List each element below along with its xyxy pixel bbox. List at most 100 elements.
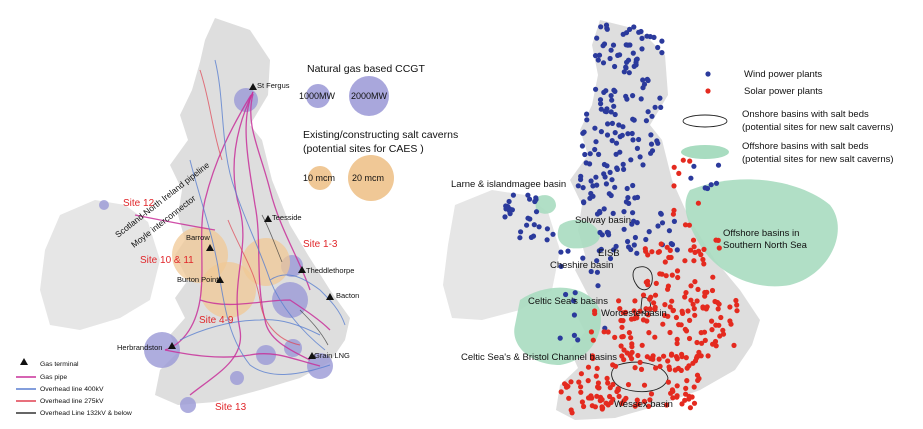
wind-plant-marker [612, 130, 618, 136]
gas-terminal-marker [308, 352, 316, 359]
salt-cavern-legend: Existing/constructing salt caverns (pote… [303, 129, 458, 201]
wind-plant-marker [634, 250, 640, 256]
legend-gas-terminal-marker [20, 358, 28, 365]
label-cheshire-basin: Cheshire basin [550, 260, 613, 271]
overhead-400kv-network [179, 59, 346, 375]
solar-plant-marker [715, 306, 721, 312]
solar-plant-marker [593, 373, 599, 379]
wind-plant-marker [571, 312, 578, 318]
wind-plant-marker [578, 173, 584, 179]
solar-plant-marker [678, 367, 684, 373]
solar-plant-marker [683, 385, 689, 391]
solar-plant-marker [688, 297, 694, 303]
cavern-legend-title-1: Existing/constructing salt caverns [303, 129, 458, 141]
solar-plant-marker [734, 302, 740, 308]
solar-plant-marker [682, 326, 688, 332]
wind-plant-marker [634, 145, 641, 151]
wind-plant-marker [608, 47, 614, 53]
wind-plant-marker [558, 263, 564, 269]
solar-plant-marker [643, 306, 649, 312]
solar-plant-marker [690, 237, 697, 243]
solar-plant-marker [733, 297, 739, 304]
wind-plant-marker [571, 298, 577, 304]
solar-plant-marker [674, 356, 680, 362]
solar-plant-marker [647, 397, 653, 403]
site-labels: Site 12 Site 1-3 Site 10 & 11 Site 4-9 S… [123, 198, 338, 413]
wind-plant-marker [588, 190, 594, 197]
wind-plant-marker [593, 174, 599, 180]
wind-plant-marker [587, 161, 593, 167]
wind-plant-marker [592, 125, 598, 131]
solar-plant-marker [641, 398, 648, 404]
legend-275kv-label: Overhead line 275kV [40, 398, 104, 405]
site-1-3-label: Site 1-3 [303, 239, 338, 250]
solar-plant-marker [684, 365, 690, 371]
wind-plant-marker [601, 206, 607, 212]
solar-plant-marker [645, 312, 651, 318]
solar-plant-marker [641, 382, 648, 388]
solar-plant-marker [700, 256, 706, 263]
wind-plant-marker [644, 76, 650, 82]
ccgt-plant [256, 345, 276, 365]
basin-labels: Larne & islandmagee basin Solway basin O… [451, 179, 808, 410]
solar-plant-marker [709, 318, 715, 324]
wind-plant-marker [608, 109, 614, 115]
solar-plant-marker [617, 306, 623, 312]
solar-plant-marker [664, 402, 670, 408]
cavern-legend-large-label: 20 mcm [352, 173, 384, 183]
wind-plant-marker [604, 229, 610, 235]
solar-plant-marker [576, 379, 582, 385]
wind-plant-marker [625, 238, 631, 245]
solar-plant-marker [727, 304, 733, 310]
wind-plant-marker [558, 249, 564, 255]
gas-terminal-marker [216, 276, 224, 283]
wind-plant-marker [617, 134, 623, 140]
onshore-basin-cheshire [632, 266, 653, 291]
solar-plant-marker [727, 318, 733, 324]
wind-plant-marker [596, 248, 602, 254]
wind-plant-marker [625, 57, 632, 63]
solar-plant-marker [682, 294, 688, 300]
offshore-basin-celtic-sea [514, 287, 601, 365]
solar-plant-marker [680, 157, 686, 163]
solar-plant-marker [710, 341, 716, 347]
wind-plant-marker [610, 210, 616, 216]
wind-plant-marker [643, 236, 649, 243]
legend-solar-marker [705, 88, 711, 94]
ccgt-plant [99, 200, 109, 210]
left-ireland-landmass [40, 200, 160, 330]
solar-plant-marker [605, 329, 611, 335]
label-st-fergus: St Fergus [257, 81, 290, 90]
wind-plant-marker [630, 210, 636, 216]
solar-plant-marker [592, 404, 599, 410]
solar-plant-marker [585, 364, 592, 370]
wind-plant-marker [648, 132, 654, 138]
solar-plant-marker [605, 380, 611, 386]
wind-plant-marker [637, 154, 643, 160]
site-4-9-label: Site 4-9 [199, 315, 234, 326]
wind-plant-marker [639, 46, 645, 52]
wind-plant-marker [704, 185, 711, 192]
overhead-275kv-network [199, 69, 301, 346]
solar-plant-marker [662, 312, 668, 318]
label-eisb: EISB [598, 248, 620, 259]
ccgt-plant [180, 397, 196, 413]
solar-plant-marker [578, 371, 585, 377]
solar-plant-marker [652, 306, 658, 312]
solar-plant-marker [702, 337, 708, 343]
wind-plant-marker [612, 63, 618, 70]
wind-plant-marker [620, 124, 626, 130]
solar-plant-marker [705, 353, 711, 359]
label-wessex-basin: Wessex basin [614, 399, 673, 410]
wind-power-plants [502, 22, 722, 343]
wind-plant-marker [620, 161, 626, 167]
wind-plant-marker [611, 87, 617, 93]
wind-plant-marker [632, 234, 639, 241]
wind-plant-marker [594, 182, 600, 188]
solar-plant-marker [686, 222, 693, 228]
wind-plant-marker [606, 191, 612, 197]
solar-plant-marker [651, 300, 657, 306]
wind-plant-marker [621, 69, 627, 75]
solar-plant-marker [590, 337, 596, 343]
